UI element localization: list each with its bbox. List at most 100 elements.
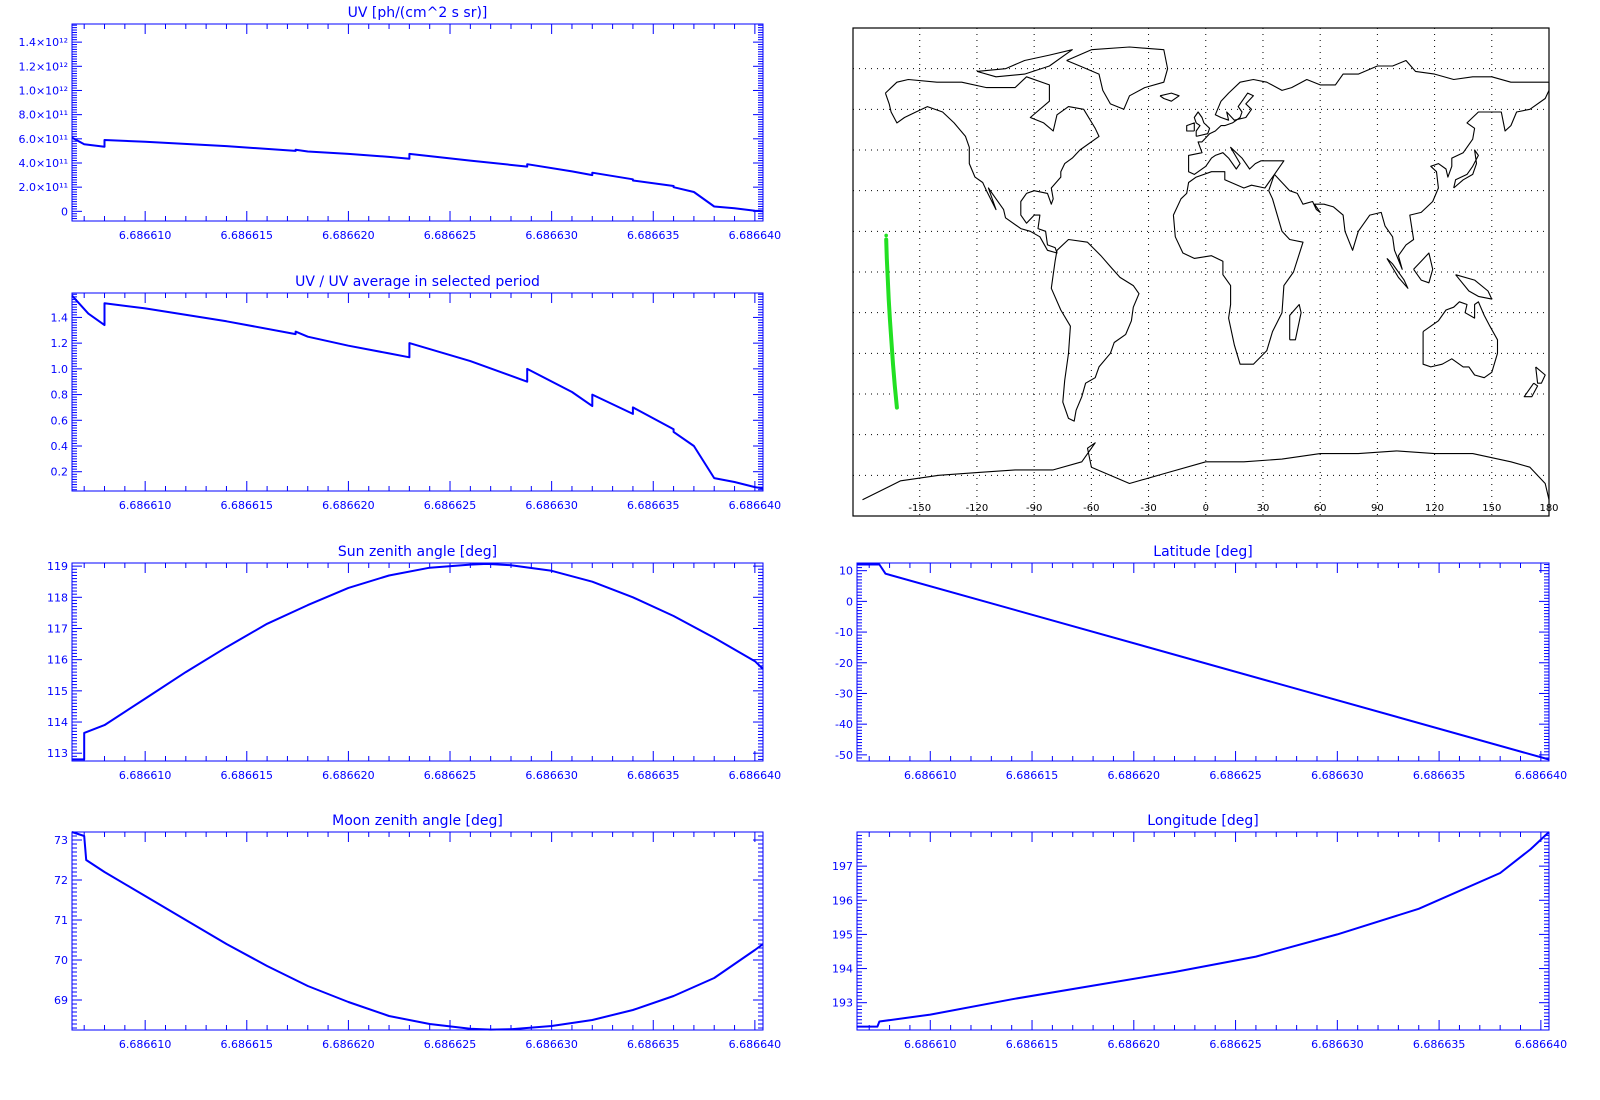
line-chart-panels: UV [ph/(cm^2 s sr)] 0 2.0×10¹¹ 4.0×10¹¹ 6.0×… (18, 5, 1567, 1051)
y-tick-label: 114 (47, 716, 68, 729)
x-tick-label: 6.686625 (424, 499, 477, 512)
map-lon-label: -30 (1140, 503, 1156, 514)
coastline-arctic-islands (976, 49, 1073, 78)
y-tick-label: 117 (47, 622, 68, 635)
x-tick-label: 6.686615 (221, 1038, 274, 1051)
map-ground-track-map: -150 -120 -90 -60 -30 0 30 60 90 120 150 180 (852, 27, 1559, 517)
y-tick-label: -20 (835, 657, 853, 670)
coastline-new-zealand-north (1535, 366, 1546, 384)
map-lon-label: 60 (1314, 503, 1327, 514)
x-tick-label: 6.686610 (119, 1038, 172, 1051)
y-tick-label: -50 (835, 749, 853, 762)
map-lon-label: 30 (1257, 503, 1270, 514)
chart-sun-zenith: Sun zenith angle [deg] 113 114 115 116 117 118… (47, 544, 781, 782)
chart-title: Sun zenith angle [deg] (338, 544, 497, 560)
x-tick-label: 6.686630 (525, 769, 578, 782)
x-tick-label: 6.686615 (221, 499, 274, 512)
y-tick-label: 0.4 (51, 440, 69, 453)
x-tick-label: 6.686620 (322, 769, 375, 782)
coastline-africa-eurasia (1172, 59, 1550, 365)
map-lon-label: 180 (1539, 503, 1558, 514)
series-line (71, 294, 764, 490)
chart-moon-zenith: Moon zenith angle [deg] 69 70 71 72 73 6.68661… (54, 813, 781, 1051)
chart-uv: UV [ph/(cm^2 s sr)] 0 2.0×10¹¹ 4.0×10¹¹ 6.0×… (18, 5, 781, 242)
x-tick-label: 6.686640 (729, 769, 782, 782)
y-tick-label: 10 (839, 565, 853, 578)
plot-frame (71, 292, 764, 492)
x-tick-label: 6.686630 (1311, 769, 1364, 782)
series-line (857, 831, 1550, 1028)
x-tick-label: 6.686635 (627, 499, 680, 512)
x-tick-label: 6.686625 (1209, 769, 1262, 782)
y-tick-label: 2.0×10¹¹ (18, 181, 68, 194)
plot-frame (71, 562, 764, 762)
x-tick-label: 6.686640 (729, 229, 782, 242)
y-tick-label: 70 (54, 954, 68, 967)
y-tick-label: 72 (54, 874, 68, 887)
y-tick-label: 0.6 (51, 414, 69, 427)
plot-frame (71, 23, 764, 222)
y-tick-label: 69 (54, 994, 68, 1007)
series-line (71, 136, 764, 213)
y-tick-label: 194 (832, 963, 853, 976)
chart-title: UV / UV average in selected period (295, 274, 540, 290)
y-tick-label: 0.2 (51, 466, 69, 479)
chart-title: UV [ph/(cm^2 s sr)] (348, 5, 488, 21)
coastline-sumatra (1386, 258, 1409, 289)
chart-title: Longitude [deg] (1147, 813, 1258, 829)
series-line (71, 831, 764, 1031)
x-tick-label: 6.686640 (1515, 1038, 1568, 1051)
x-tick-label: 6.686635 (1413, 769, 1466, 782)
coastline-new-guinea (1455, 274, 1493, 300)
series-line (72, 562, 764, 761)
y-tick-label: 197 (832, 860, 853, 873)
map-lon-label: -120 (966, 503, 989, 514)
y-tick-label: 6.0×10¹¹ (18, 133, 68, 146)
map-lon-label: -60 (1083, 503, 1099, 514)
ground-track-line (884, 237, 899, 410)
coastline-japan (1453, 149, 1479, 189)
x-tick-label: 6.686615 (221, 229, 274, 242)
plot-frame (71, 831, 764, 1031)
y-tick-label: -40 (835, 718, 853, 731)
ground-track-start-marker (884, 233, 888, 238)
y-tick-label: 1.0 (51, 363, 69, 376)
x-tick-label: 6.686640 (729, 1038, 782, 1051)
x-tick-label: 6.686635 (1413, 1038, 1466, 1051)
x-tick-label: 6.686640 (729, 499, 782, 512)
coastline-borneo (1413, 252, 1434, 284)
x-tick-label: 6.686620 (1108, 769, 1161, 782)
chart-latitude: Latitude [deg] -50 -40 -30 -20 -10 0 10 6.686610… (835, 544, 1567, 782)
y-tick-label: 0 (846, 595, 853, 608)
coastline-antarctica (862, 442, 1550, 501)
x-tick-label: 6.686620 (322, 229, 375, 242)
y-tick-label: 193 (832, 997, 853, 1010)
y-tick-label: 8.0×10¹¹ (18, 109, 68, 122)
world-map-panel: -150 -120 -90 -60 -30 0 30 60 90 120 150 180 (852, 27, 1559, 517)
x-tick-label: 6.686615 (1006, 1038, 1059, 1051)
x-tick-label: 6.686625 (424, 229, 477, 242)
chart-uv-ratio: UV / UV average in selected period 0.2 0.4… (51, 274, 782, 512)
x-tick-label: 6.686615 (1006, 769, 1059, 782)
map-lon-label: 150 (1482, 503, 1501, 514)
y-tick-label: 115 (47, 685, 68, 698)
x-tick-label: 6.686625 (424, 1038, 477, 1051)
y-tick-label: 1.4 (51, 311, 69, 324)
coastline-new-zealand-south (1523, 382, 1539, 398)
x-tick-label: 6.686620 (322, 1038, 375, 1051)
x-tick-label: 6.686630 (1311, 1038, 1364, 1051)
coastline-british-isles (1193, 111, 1211, 137)
coastline-australia (1422, 301, 1499, 379)
x-tick-label: 6.686630 (525, 499, 578, 512)
y-tick-label: 119 (47, 560, 68, 573)
y-tick-label: 0 (61, 205, 68, 218)
y-tick-label: 4.0×10¹¹ (18, 157, 68, 170)
coastline-south-america (1050, 238, 1140, 422)
map-frame (852, 27, 1550, 517)
coastline-north-america (884, 76, 1100, 254)
x-tick-label: 6.686610 (119, 499, 172, 512)
plot-frame (856, 831, 1550, 1031)
x-tick-label: 6.686630 (525, 1038, 578, 1051)
x-tick-label: 6.686610 (904, 1038, 957, 1051)
